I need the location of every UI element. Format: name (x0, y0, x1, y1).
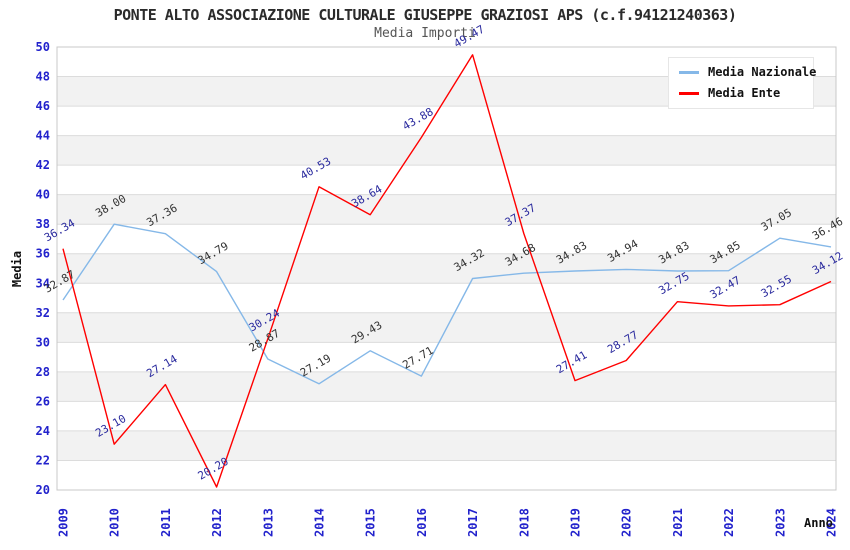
y-tick-label: 44 (36, 129, 50, 143)
x-tick-label: 2014 (313, 508, 327, 537)
point-label: 49.47 (452, 23, 487, 51)
y-tick-label: 48 (36, 70, 50, 84)
y-tick-label: 50 (36, 40, 50, 54)
x-tick-label: 2011 (159, 508, 173, 537)
x-tick-label: 2024 (825, 508, 839, 537)
x-tick-label: 2009 (57, 508, 71, 537)
series-line-media-nazionale (62, 223, 832, 385)
plot-frame (56, 46, 837, 491)
y-tick-label: 22 (36, 453, 50, 467)
chart-title: PONTE ALTO ASSOCIAZIONE CULTURALE GIUSEP… (113, 6, 737, 24)
legend-label: Media Nazionale (708, 65, 817, 79)
chart-subtitle: Media Importi (374, 26, 476, 41)
x-tick-label: 2016 (415, 508, 429, 537)
x-tick-label: 2012 (210, 508, 224, 537)
media-ente-line-swatch (679, 91, 699, 95)
x-tick-label: 2023 (773, 508, 787, 537)
x-tick-label: 2017 (466, 508, 480, 537)
x-tick-label: 2019 (569, 508, 583, 537)
y-tick-label: 24 (36, 424, 50, 438)
band (57, 194, 836, 225)
y-tick-label: 38 (36, 217, 50, 231)
y-axis-title: Media (10, 250, 24, 288)
legend-item-media-nazionale: Media Nazionale (679, 65, 816, 79)
y-tick-label: 32 (36, 306, 50, 320)
y-tick-label: 36 (36, 247, 50, 261)
media-nazionale-line-swatch (679, 70, 699, 74)
legend: Media Nazionale Media Ente (668, 57, 816, 109)
x-tick-label: 2021 (671, 508, 685, 537)
band (57, 430, 836, 461)
y-tick-label: 20 (36, 483, 50, 497)
series-line-media-ente (62, 54, 832, 488)
band (57, 253, 836, 284)
y-tick-label: 42 (36, 158, 50, 172)
band (57, 371, 836, 402)
band (57, 135, 836, 166)
x-tick-label: 2015 (364, 508, 378, 537)
legend-label: Media Ente (708, 86, 781, 100)
x-axis-title: Anno (804, 516, 833, 530)
x-tick-label: 2020 (620, 508, 634, 537)
y-tick-label: 40 (36, 188, 50, 202)
x-tick-label: 2013 (261, 508, 275, 537)
y-tick-label: 46 (36, 99, 50, 113)
y-tick-label: 28 (36, 365, 50, 379)
x-tick-label: 2018 (517, 508, 531, 537)
y-tick-label: 26 (36, 394, 50, 408)
x-tick-label: 2010 (108, 508, 122, 537)
x-tick-label: 2022 (722, 508, 736, 537)
point-label: 27.71 (400, 344, 435, 372)
y-tick-label: 34 (36, 276, 50, 290)
y-tick-label: 30 (36, 335, 50, 349)
point-label: 43.88 (400, 105, 435, 133)
legend-item-media-ente: Media Ente (679, 86, 803, 100)
